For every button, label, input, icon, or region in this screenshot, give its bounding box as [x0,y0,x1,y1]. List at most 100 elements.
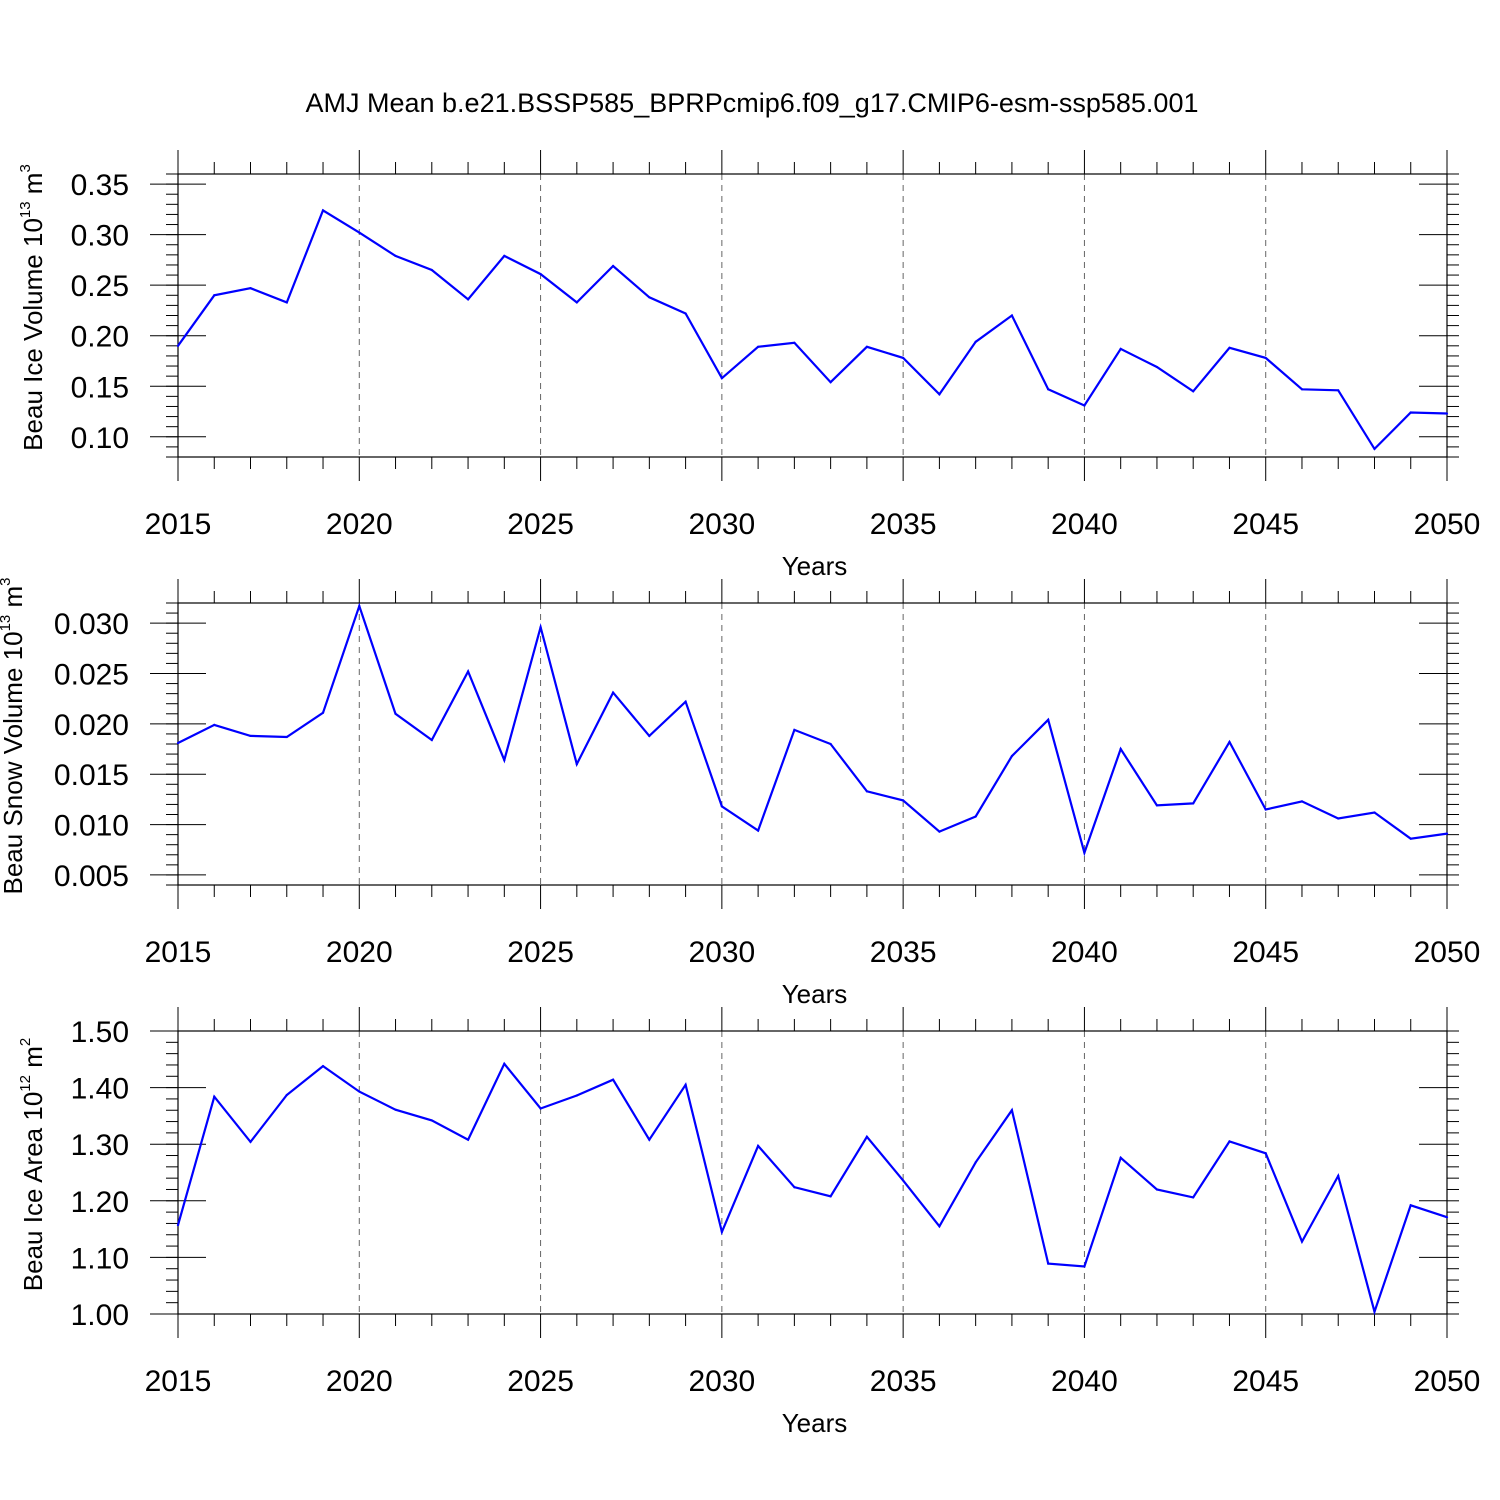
y-tick-label: 0.10 [71,422,129,455]
y-tick-label: 0.025 [54,659,129,692]
data-point [321,711,325,714]
y-tick-label: 1.00 [71,1299,129,1332]
data-point [938,393,941,396]
x-tick-label: 2015 [145,1365,212,1398]
data-point [1192,802,1195,805]
data-point [1373,811,1376,814]
series-line [177,602,1448,857]
data-point [430,1119,433,1122]
data-point [466,670,470,673]
data-point [394,1108,397,1111]
y-tick-label: 0.020 [54,709,129,742]
x-tick-label: 2040 [1051,936,1118,969]
data-point [176,1224,180,1227]
data-point [793,728,796,732]
data-point [176,344,180,347]
data-point [1300,388,1304,391]
data-point [1047,388,1050,391]
data-point [1409,837,1412,840]
data-point [720,1230,723,1234]
x-tick-label: 2025 [507,936,574,969]
y-tick-label: 1.20 [71,1186,129,1219]
data-point [974,340,977,343]
data-point [575,1094,578,1097]
series-line [177,208,1448,451]
data-point [575,763,578,766]
data-point [1337,1174,1340,1177]
data-point [793,341,796,344]
data-point [865,1135,868,1138]
x-tick-label: 2025 [507,508,574,541]
data-point [793,1186,796,1189]
data-point [1083,404,1086,407]
series-line [176,1061,1448,1316]
data-point [1119,347,1122,350]
x-tick-label: 2050 [1414,936,1481,969]
data-point [829,381,832,384]
data-point [1192,390,1195,393]
data-point [720,805,723,808]
data-point [648,734,651,738]
y-tick-label: 1.50 [71,1016,129,1049]
data-point [503,759,506,762]
data-point [539,272,542,276]
data-point [1264,1152,1267,1155]
x-tick-label: 2030 [688,508,755,541]
data-point [1445,1216,1449,1219]
y-tick-label: 0.20 [71,321,129,354]
x-axis-title: Years [782,979,848,1009]
data-point [974,1161,977,1164]
y-tick-label: 0.25 [71,270,129,303]
data-point [1264,808,1267,811]
y-tick-label: 0.005 [54,860,129,893]
data-point [1300,800,1304,803]
plot-frame [177,1030,1448,1315]
y-tick-label: 0.030 [54,608,129,641]
data-point [1119,747,1122,751]
data-point [466,1138,470,1141]
data-point [503,1062,506,1065]
data-point [1119,1156,1122,1159]
data-point [1192,1196,1195,1199]
data-point [358,1090,361,1093]
x-tick-label: 2035 [870,936,937,969]
data-point [829,742,832,746]
data-point [213,723,216,726]
data-point [1337,817,1340,820]
x-tick-label: 2020 [326,936,393,969]
data-point [829,1195,832,1198]
panel-1: 0.10 0.15 0.20 0.25 0.30 0.35 2015 2020 2025 2030… [17,150,1480,581]
panel-3: 1.00 1.10 1.20 1.30 1.40 1.50 2015 2020 2025 2030… [17,1007,1480,1438]
x-tick-label: 2030 [688,1365,755,1398]
data-point [1228,740,1231,744]
x-tick-label: 2035 [870,1365,937,1398]
data-point [575,301,578,304]
y-axis-title: Beau Ice Volume 1013 m3 [17,164,48,451]
data-point [430,268,433,272]
data-point [503,254,506,257]
data-point [684,1083,687,1086]
data-point [285,301,288,304]
data-point [648,296,651,299]
data-point [1409,411,1412,414]
data-point [430,738,433,742]
plot-frame [177,173,1448,458]
data-point [757,829,760,832]
data-point [938,830,941,833]
x-tick-label: 2030 [688,936,755,969]
data-point [684,700,687,703]
data-point [321,209,325,212]
data-point [902,1179,905,1182]
y-tick-label: 0.015 [54,759,129,792]
x-tick-label: 2040 [1051,508,1118,541]
y-tick-label: 0.30 [71,220,129,253]
y-tick-label: 0.010 [54,810,129,843]
x-tick-label: 2015 [145,936,212,969]
x-tick-label: 2050 [1414,508,1481,541]
data-point [466,298,470,301]
data-point [1155,804,1159,807]
data-point [1445,832,1449,835]
data-point [1300,1240,1304,1243]
y-tick-label: 1.30 [71,1129,129,1162]
